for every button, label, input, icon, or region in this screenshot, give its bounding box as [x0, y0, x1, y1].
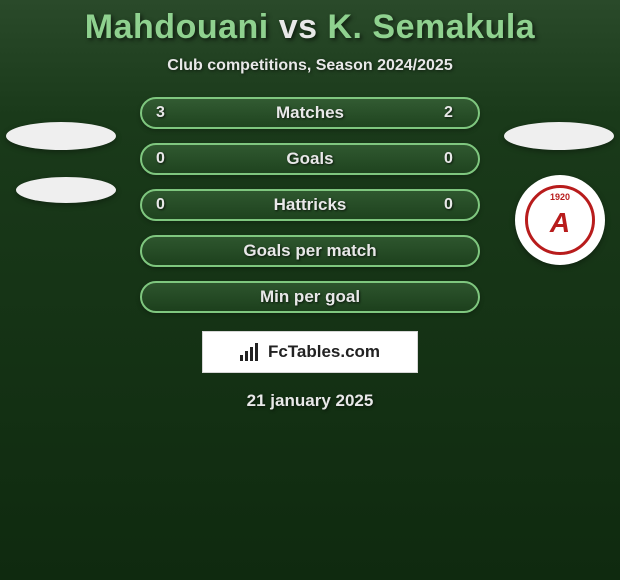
stat-right-value: 0: [444, 196, 464, 214]
stat-label: Matches: [276, 103, 344, 123]
stat-left-value: 0: [156, 150, 176, 168]
stat-row-goals: 0 Goals 0: [140, 143, 480, 175]
stats-list: 3 Matches 2 0 Goals 0 0 Hattricks 0 Goal…: [0, 97, 620, 313]
bar-chart-icon: [240, 343, 262, 361]
title-player2: K. Semakula: [327, 8, 535, 46]
stat-label: Hattricks: [274, 195, 347, 215]
stat-right-value: 0: [444, 150, 464, 168]
stat-row-min-per-goal: Min per goal: [140, 281, 480, 313]
stat-right-value: 2: [444, 104, 464, 122]
stat-left-value: 3: [156, 104, 176, 122]
stat-row-matches: 3 Matches 2: [140, 97, 480, 129]
stat-label: Goals per match: [243, 241, 376, 261]
brand-watermark: FcTables.com: [202, 331, 418, 373]
title-player1: Mahdouani: [85, 8, 269, 46]
title-vs: vs: [279, 8, 318, 46]
generation-date: 21 january 2025: [247, 391, 374, 411]
comparison-card: Mahdouani vs K. Semakula Club competitio…: [0, 0, 620, 411]
brand-name: FcTables.com: [268, 342, 380, 362]
stat-row-goals-per-match: Goals per match: [140, 235, 480, 267]
comparison-title: Mahdouani vs K. Semakula: [85, 8, 535, 47]
stat-label: Goals: [286, 149, 333, 169]
stat-left-value: 0: [156, 196, 176, 214]
comparison-subtitle: Club competitions, Season 2024/2025: [167, 57, 452, 75]
stat-row-hattricks: 0 Hattricks 0: [140, 189, 480, 221]
stat-label: Min per goal: [260, 287, 360, 307]
